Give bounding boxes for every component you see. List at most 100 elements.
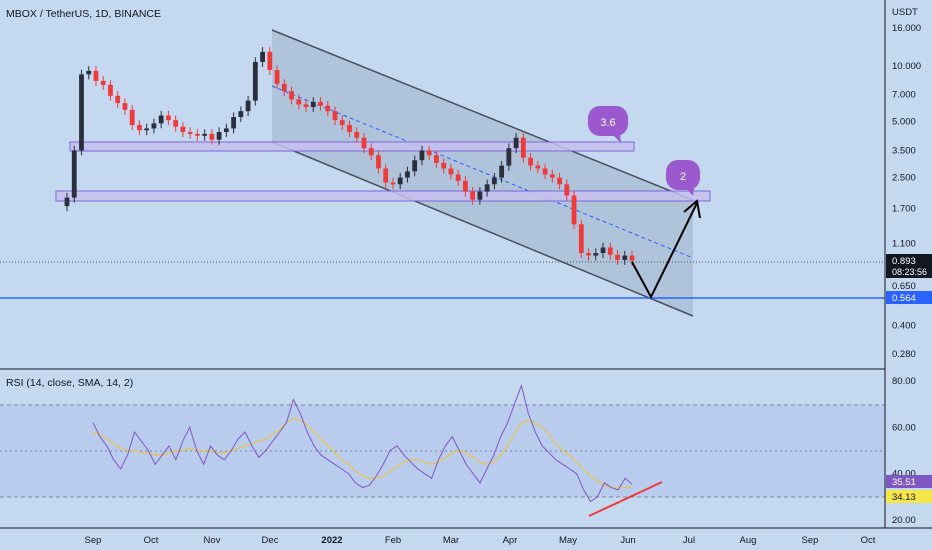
candles-group — [64, 47, 635, 266]
candle-body — [93, 70, 99, 81]
bubble-2[interactable]: 2 — [666, 160, 700, 196]
candle-body — [441, 162, 447, 169]
candle-body — [383, 168, 389, 183]
bubble-3-6-label: 3.6 — [600, 117, 615, 129]
resistance-zone-2[interactable] — [55, 190, 711, 202]
last-price-tag: 0.893 08:23:56 — [886, 254, 932, 278]
time-tick-label: 2022 — [321, 535, 342, 546]
candle-body — [303, 104, 309, 108]
time-axis[interactable]: Sep Oct Nov Dec 2022 Feb Mar Apr May Jun Jul Aug Sep… — [0, 527, 932, 546]
descending-channel-fill — [272, 30, 693, 316]
candle-body — [419, 150, 425, 161]
rsi-tick-label: 60.00 — [892, 422, 916, 433]
candle-body — [173, 120, 179, 127]
rsi-sma-line — [92, 417, 633, 489]
channel-upper-line[interactable] — [271, 29, 694, 201]
resistance-zone-3-6[interactable] — [69, 141, 635, 152]
candle-body — [571, 195, 577, 225]
candle-body — [549, 174, 555, 178]
candle-body — [216, 132, 222, 140]
rsi-divergence-trendline[interactable] — [588, 481, 663, 517]
candle-body — [238, 111, 244, 118]
candle-body — [79, 74, 84, 151]
candle-body — [274, 70, 280, 84]
bubble-3-6[interactable]: 3.6 — [588, 106, 628, 143]
price-ticks: 16.000 10.000 7.000 5.000 3.500 2.500 1.700 1.1… — [892, 23, 921, 360]
candle-body — [151, 123, 157, 129]
candle-body — [354, 132, 360, 138]
candle-body — [339, 120, 345, 126]
candle-body — [245, 100, 251, 112]
candle-body — [397, 177, 403, 185]
price-tick-label: 2.500 — [892, 173, 916, 184]
candle-body — [347, 125, 352, 133]
projection-path[interactable] — [631, 202, 698, 300]
price-tick-label: 3.500 — [892, 145, 916, 156]
rsi-tick-label: 20.00 — [892, 515, 916, 526]
candle-body — [600, 247, 606, 254]
candle-body — [462, 180, 468, 192]
candle-body — [281, 83, 287, 92]
candle-body — [405, 171, 410, 178]
time-tick-label: Nov — [204, 535, 221, 546]
channel-midline[interactable] — [271, 85, 694, 259]
time-tick-label: Apr — [503, 535, 518, 546]
time-tick-label: Sep — [85, 535, 102, 546]
price-axis[interactable]: USDT 16.000 10.000 7.000 5.000 3.500 2.500 1.7… — [884, 0, 932, 550]
time-tick-label: Feb — [385, 535, 401, 546]
candle-body — [144, 128, 150, 131]
rsi-value: 35.51 — [892, 477, 916, 488]
candle-body — [506, 148, 512, 166]
candle-body — [448, 168, 454, 175]
candle-body — [296, 99, 302, 105]
rsi-ticks: 80.00 60.00 40.00 20.00 — [892, 376, 916, 526]
candle-body — [455, 174, 461, 181]
support-price-tag: 0.564 — [886, 291, 932, 304]
candle-body — [470, 191, 476, 200]
last-price-value: 0.893 — [892, 256, 916, 267]
price-tick-label: 0.400 — [892, 320, 916, 331]
candle-body — [564, 184, 570, 196]
candle-body — [528, 157, 533, 166]
candle-body — [390, 182, 396, 185]
candle-body — [71, 150, 77, 198]
candle-body — [557, 177, 562, 185]
candle-body — [223, 128, 229, 133]
rsi-value-tag: 35.51 — [886, 475, 932, 488]
candle-body — [491, 177, 497, 185]
price-pane[interactable]: 3.6 2 MBOX / TetherUS, 1D, BINANCE — [0, 8, 885, 317]
candle-body — [477, 191, 483, 200]
candle-body — [209, 133, 215, 140]
time-tick-label: Jun — [620, 535, 635, 546]
candle-body — [499, 165, 505, 178]
candle-body — [368, 148, 374, 156]
candle-body — [137, 125, 142, 131]
candle-body — [252, 61, 258, 101]
time-tick-label: Dec — [262, 535, 279, 546]
candle-body — [513, 137, 519, 149]
price-tick-label: 16.000 — [892, 23, 921, 34]
candle-body — [426, 150, 432, 156]
channel-lower-line[interactable] — [271, 141, 694, 317]
candle-body — [129, 109, 135, 126]
rsi-title: RSI (14, close, SMA, 14, 2) — [6, 377, 133, 389]
price-tick-label: 0.280 — [892, 349, 916, 360]
time-tick-label: Oct — [861, 535, 876, 546]
candle-body — [260, 51, 265, 62]
price-tick-label: 7.000 — [892, 90, 916, 101]
candle-body — [158, 115, 164, 124]
candle-body — [593, 253, 599, 256]
projection-arrowhead — [683, 199, 701, 219]
candle-body — [325, 105, 331, 112]
rsi-line — [92, 383, 633, 503]
candle-body — [578, 224, 584, 254]
chart-title: MBOX / TetherUS, 1D, BINANCE — [6, 8, 161, 20]
rsi-pane[interactable]: RSI (14, close, SMA, 14, 2) — [0, 377, 885, 517]
candle-body — [86, 70, 92, 75]
candle-body — [332, 111, 338, 121]
candle-body — [535, 165, 541, 169]
candle-body — [187, 132, 193, 134]
candle-body — [520, 137, 526, 158]
